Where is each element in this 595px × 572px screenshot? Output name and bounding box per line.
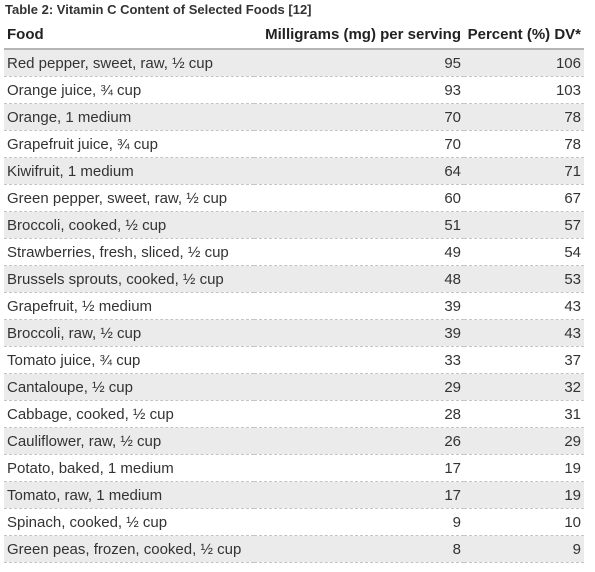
cell-milligrams: 9: [254, 508, 464, 536]
cell-percent-dv: 29: [464, 427, 584, 455]
cell-percent-dv: 9: [464, 535, 584, 563]
cell-milligrams: 60: [254, 184, 464, 212]
table-row: Red pepper, sweet, raw, ½ cup 95 106: [4, 49, 584, 77]
cell-food: Broccoli, raw, ½ cup: [4, 319, 254, 347]
cell-percent-dv: 43: [464, 292, 584, 320]
cell-milligrams: 29: [254, 373, 464, 401]
cell-food: Red pepper, sweet, raw, ½ cup: [4, 49, 254, 77]
cell-percent-dv: 67: [464, 184, 584, 212]
table-caption: Table 2: Vitamin C Content of Selected F…: [5, 2, 312, 17]
cell-milligrams: 70: [254, 103, 464, 131]
table-row: Potato, baked, 1 medium 17 19: [4, 454, 584, 482]
cell-percent-dv: 19: [464, 481, 584, 509]
table-row: Green pepper, sweet, raw, ½ cup 60 67: [4, 184, 584, 212]
cell-food: Spinach, cooked, ½ cup: [4, 508, 254, 536]
cell-food: Tomato juice, ¾ cup: [4, 346, 254, 374]
cell-food: Strawberries, fresh, sliced, ½ cup: [4, 238, 254, 266]
column-header-food: Food: [4, 20, 254, 50]
cell-milligrams: 17: [254, 454, 464, 482]
cell-milligrams: 48: [254, 265, 464, 293]
table-row: Orange, 1 medium 70 78: [4, 103, 584, 131]
cell-milligrams: 70: [254, 130, 464, 158]
table-row: Cauliflower, raw, ½ cup 26 29: [4, 427, 584, 455]
table-row: Tomato, raw, 1 medium 17 19: [4, 481, 584, 509]
cell-food: Grapefruit juice, ¾ cup: [4, 130, 254, 158]
column-header-milligrams: Milligrams (mg) per serving: [254, 20, 464, 50]
cell-food: Cabbage, cooked, ½ cup: [4, 400, 254, 428]
table-row: Strawberries, fresh, sliced, ½ cup 49 54: [4, 238, 584, 266]
cell-milligrams: 93: [254, 76, 464, 104]
cell-milligrams: 33: [254, 346, 464, 374]
cell-percent-dv: 106: [464, 49, 584, 77]
cell-food: Potato, baked, 1 medium: [4, 454, 254, 482]
table-row: Grapefruit, ½ medium 39 43: [4, 292, 584, 320]
table-row: Cabbage, cooked, ½ cup 28 31: [4, 400, 584, 428]
cell-food: Green pepper, sweet, raw, ½ cup: [4, 184, 254, 212]
cell-food: Grapefruit, ½ medium: [4, 292, 254, 320]
cell-percent-dv: 19: [464, 454, 584, 482]
column-header-percent-dv: Percent (%) DV*: [464, 20, 584, 50]
table-row: Broccoli, cooked, ½ cup 51 57: [4, 211, 584, 239]
cell-food: Kiwifruit, 1 medium: [4, 157, 254, 185]
cell-milligrams: 28: [254, 400, 464, 428]
cell-food: Broccoli, cooked, ½ cup: [4, 211, 254, 239]
cell-food: Cauliflower, raw, ½ cup: [4, 427, 254, 455]
table-header: Food Milligrams (mg) per serving Percent…: [4, 20, 584, 50]
table-row: Grapefruit juice, ¾ cup 70 78: [4, 130, 584, 158]
cell-percent-dv: 10: [464, 508, 584, 536]
table-row: Tomato juice, ¾ cup 33 37: [4, 346, 584, 374]
cell-milligrams: 8: [254, 535, 464, 563]
cell-percent-dv: 71: [464, 157, 584, 185]
cell-food: Brussels sprouts, cooked, ½ cup: [4, 265, 254, 293]
table-body: Red pepper, sweet, raw, ½ cup 95 106 Orange…: [4, 49, 584, 563]
table-row: Cantaloupe, ½ cup 29 32: [4, 373, 584, 401]
table-row: Spinach, cooked, ½ cup 9 10: [4, 508, 584, 536]
header-row: Food Milligrams (mg) per serving Percent…: [4, 20, 584, 50]
cell-food: Cantaloupe, ½ cup: [4, 373, 254, 401]
vitamin-c-table: Food Milligrams (mg) per serving Percent…: [4, 20, 584, 563]
cell-percent-dv: 43: [464, 319, 584, 347]
table-row: Kiwifruit, 1 medium 64 71: [4, 157, 584, 185]
cell-percent-dv: 103: [464, 76, 584, 104]
cell-milligrams: 49: [254, 238, 464, 266]
table-container: Table 2: Vitamin C Content of Selected F…: [4, 0, 591, 563]
cell-percent-dv: 53: [464, 265, 584, 293]
cell-milligrams: 64: [254, 157, 464, 185]
cell-percent-dv: 31: [464, 400, 584, 428]
cell-milligrams: 39: [254, 292, 464, 320]
cell-milligrams: 26: [254, 427, 464, 455]
cell-food: Orange, 1 medium: [4, 103, 254, 131]
cell-percent-dv: 78: [464, 130, 584, 158]
cell-milligrams: 39: [254, 319, 464, 347]
table-row: Orange juice, ¾ cup 93 103: [4, 76, 584, 104]
cell-milligrams: 51: [254, 211, 464, 239]
table-row: Brussels sprouts, cooked, ½ cup 48 53: [4, 265, 584, 293]
cell-percent-dv: 54: [464, 238, 584, 266]
cell-percent-dv: 32: [464, 373, 584, 401]
cell-percent-dv: 78: [464, 103, 584, 131]
table-row: Green peas, frozen, cooked, ½ cup 8 9: [4, 535, 584, 563]
cell-percent-dv: 37: [464, 346, 584, 374]
cell-food: Tomato, raw, 1 medium: [4, 481, 254, 509]
cell-food: Orange juice, ¾ cup: [4, 76, 254, 104]
table-row: Broccoli, raw, ½ cup 39 43: [4, 319, 584, 347]
cell-milligrams: 95: [254, 49, 464, 77]
cell-food: Green peas, frozen, cooked, ½ cup: [4, 535, 254, 563]
cell-milligrams: 17: [254, 481, 464, 509]
cell-percent-dv: 57: [464, 211, 584, 239]
